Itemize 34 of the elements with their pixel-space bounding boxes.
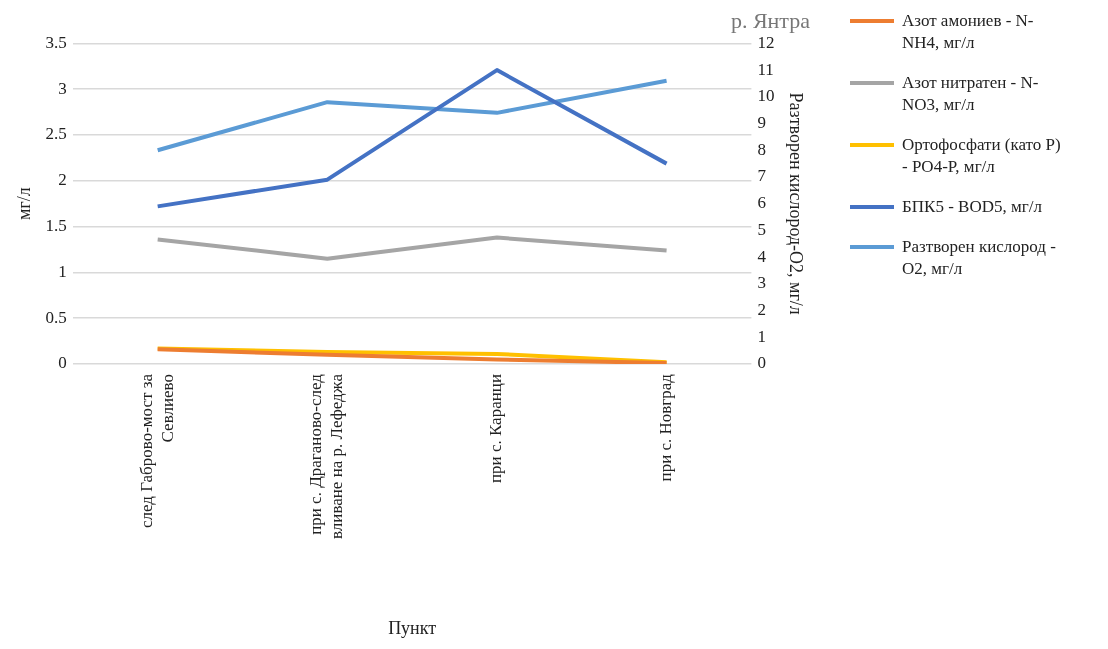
y2-tick-label: 12 [757, 32, 775, 52]
y-tick-label: 0 [58, 353, 67, 373]
x-tick-label: при с. Новград [656, 373, 676, 482]
y2-tick-label: 11 [757, 59, 774, 79]
x-tick-label: при с. Драганово-след вливане на р. Лефеджа [306, 373, 347, 539]
y-axis-title: мг/л [13, 187, 34, 221]
y-tick-label: 2 [58, 170, 67, 190]
legend-label: Ортофосфати (като P) - PO4-P, мг/л [902, 134, 1062, 178]
legend-label: Азот амониев - N-NH4, мг/л [902, 10, 1035, 54]
y2-tick-label: 0 [757, 353, 766, 373]
y-tick-label: 1 [58, 261, 67, 281]
y2-tick-label: 3 [757, 273, 766, 293]
y-tick-label: 1.5 [45, 216, 67, 236]
legend-label: Азот нитратен - N-NO3, мг/л [902, 72, 1040, 116]
y-tick-label: 2.5 [45, 124, 67, 144]
legend-label: Разтворен кислород - O2, мг/л [902, 236, 1057, 280]
y2-tick-label: 10 [757, 86, 775, 106]
x-tick-label: при с. Каранци [486, 374, 506, 483]
y2-tick-label: 2 [757, 300, 766, 320]
y-tick-label: 3 [58, 78, 67, 98]
y2-axis-title: Разтворен кислород-O2, мг/л [786, 92, 807, 315]
legend-label: БПК5 - BOD5, мг/л [902, 196, 1042, 218]
chart-title: р. Янтра [730, 7, 811, 33]
y2-tick-label: 1 [757, 326, 766, 346]
y-tick-label: 0.5 [45, 307, 67, 327]
y2-tick-label: 7 [757, 166, 767, 186]
x-tick-label: след Габрово-мост за Севлиево [136, 373, 177, 529]
y2-tick-label: 8 [757, 139, 766, 159]
y2-tick-label: 9 [757, 113, 766, 133]
y2-tick-label: 4 [757, 246, 767, 266]
x-axis-title: Пункт [388, 617, 437, 638]
y2-tick-label: 5 [757, 219, 766, 239]
y-tick-label: 3.5 [45, 32, 67, 52]
y2-tick-label: 6 [757, 193, 766, 213]
